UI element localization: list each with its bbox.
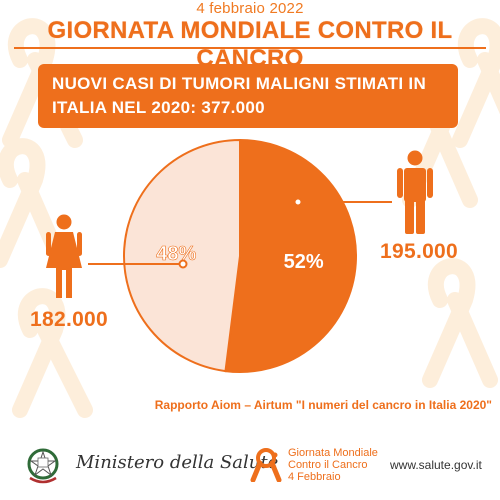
leader-line-women-dot — [178, 259, 188, 269]
gmc-line-2: Contro il Cancro — [288, 459, 368, 471]
new-cases-banner: NUOVI CASI DI TUMORI MALIGNI STIMATI IN … — [38, 64, 458, 128]
banner-line-2: ITALIA NEL 2020: 377.000 — [52, 98, 265, 117]
pie-label-48: 48% — [156, 243, 196, 265]
title-divider — [14, 47, 486, 49]
gmc-line-1: Giornata Mondiale — [288, 447, 378, 459]
italian-republic-emblem-icon — [27, 448, 59, 484]
ministry-logotype: Ministero della Salute — [76, 452, 279, 473]
data-source-caption: Rapporto Aiom – Airtum "I numeri del can… — [154, 398, 492, 412]
pie-slice-48 — [123, 138, 241, 373]
event-date: 4 febbraio 2022 — [196, 0, 304, 17]
woman-icon — [46, 214, 82, 298]
leader-line-men-dot — [293, 197, 303, 207]
world-cancer-day-logo-text: Giornata Mondiale Contro il Cancro 4 Feb… — [288, 447, 378, 483]
gmc-line-3: 4 Febbraio — [288, 471, 341, 483]
website-link[interactable]: www.salute.gov.it — [390, 458, 482, 472]
women-count: 182.000 — [30, 308, 109, 331]
world-cancer-day-ribbon-icon — [250, 448, 282, 482]
pie-slice-52 — [224, 138, 357, 373]
footer: Ministero della Salute Giornata Mondiale… — [0, 430, 500, 500]
men-count: 195.000 — [380, 240, 459, 263]
page-title: GIORNATA MONDIALE CONTRO IL CANCRO — [47, 17, 453, 72]
pie-label-52: 52% — [284, 251, 324, 273]
man-icon — [397, 150, 433, 234]
cases-pie-chart: 48% 52% — [88, 138, 392, 373]
banner-line-1: NUOVI CASI DI TUMORI MALIGNI STIMATI IN — [52, 74, 427, 93]
